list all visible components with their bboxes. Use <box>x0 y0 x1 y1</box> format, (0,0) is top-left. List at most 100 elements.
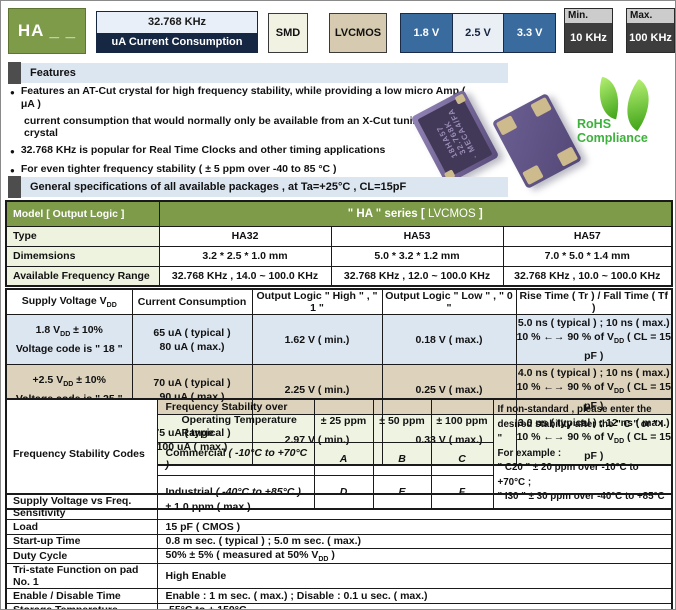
spec-value: High Enable <box>156 563 673 590</box>
spec-value: -55°C to + 150°C <box>156 602 673 609</box>
table-row: Duty Cycle 50% ± 5% ( measured at 50% VD… <box>5 547 673 565</box>
table-row: Commercial ( -10°C to +70°C ) A B C <box>6 441 672 476</box>
max-value: 100 KHz <box>627 23 674 52</box>
leaf-icon <box>592 76 626 120</box>
table-header-row: Supply Voltage VDD Current Consumption O… <box>5 288 673 315</box>
min-frequency-badge: Min. 10 KHz <box>564 8 613 53</box>
feature-bullet-continuation: current consumption that would normally … <box>10 115 480 140</box>
table-row: Start-up Time 0.8 m sec. ( typical ) ; 5… <box>5 533 673 549</box>
row-label-frequency-range: Available Frequency Range <box>5 265 160 287</box>
dimensions-ha57: 7.0 * 5.0 * 1.4 mm <box>502 245 673 267</box>
feature-text: Features an AT-Cut crystal for high freq… <box>20 85 466 110</box>
general-specs-section-header: General specifications of all available … <box>8 176 508 198</box>
freq-range-ha57: 32.768 KHz , 10.0 ~ 100.0 KHz <box>502 265 673 287</box>
table-row: Supply Voltage vs Freq. Sensitivity ± 1.… <box>5 493 673 520</box>
table-row: Type HA32 HA53 HA57 <box>5 225 673 247</box>
row-label-type: Type <box>5 225 160 247</box>
header-rise-fall: Rise Time ( Tr ) / Fall Time ( Tf ) <box>515 288 673 315</box>
voltage-badge-1v8: 1.8 V <box>401 14 453 52</box>
rohs-compliance-label: RoHS Compliance <box>577 117 648 145</box>
spec-label: Load <box>5 519 158 535</box>
spec-value: 0.8 m sec. ( typical ) ; 5.0 m sec. ( ma… <box>156 533 673 549</box>
ppm-50-header: ± 50 ppm <box>372 398 432 443</box>
min-label: Min. <box>565 9 612 23</box>
feature-text: For even tighter frequency stability ( ±… <box>20 163 337 175</box>
solder-pad <box>556 146 579 167</box>
type-ha57: HA57 <box>502 225 673 247</box>
table-row: Load 15 pF ( CMOS ) <box>5 519 673 535</box>
code-b: B <box>372 441 432 476</box>
table-row: Frequency Stability Codes Frequency Stab… <box>5 398 673 509</box>
frequency-label: 32.768 KHz <box>97 12 257 33</box>
spec-label: Enable / Disable Time <box>5 588 158 604</box>
logic-high-cell: 1.62 V ( min.) <box>251 313 383 366</box>
voltage-badge-2v5: 2.5 V <box>452 14 505 52</box>
logic-low-cell: 0.18 V ( max.) <box>381 313 517 366</box>
voltage-badges: 1.8 V 2.5 V 3.3 V <box>400 13 556 53</box>
spec-label: Storage Temperature <box>5 602 158 609</box>
spec-label: Supply Voltage vs Freq. Sensitivity <box>5 493 158 520</box>
table-row: Storage Temperature -55°C to + 150°C <box>5 602 673 609</box>
feature-text: current consumption that would normally … <box>24 114 449 140</box>
bullet-icon: ● <box>10 166 15 175</box>
header-current: Current Consumption <box>131 288 253 315</box>
feature-text: 32.768 KHz is popular for Real Time Cloc… <box>20 144 386 156</box>
feature-bullet: ● For even tighter frequency stability (… <box>10 163 480 178</box>
voltage-cell: 1.8 VDD ± 10% Voltage code is " 18 " <box>5 313 133 366</box>
features-section-header: Features <box>8 62 508 84</box>
stability-codes-label: Frequency Stability Codes <box>5 398 158 509</box>
bullet-icon: ● <box>10 147 15 156</box>
current-consumption-label: uA Current Consumption <box>97 32 257 52</box>
table-row: Enable / Disable Time Enable : 1 m sec. … <box>5 588 673 604</box>
dimensions-ha32: 3.2 * 2.5 * 1.0 mm <box>158 245 332 267</box>
solder-pad <box>522 164 544 186</box>
freq-range-ha32: 32.768 KHz , 14.0 ~ 100.0 KHz <box>158 265 332 287</box>
solder-pad <box>495 115 518 136</box>
code-a: A <box>313 441 374 476</box>
spec-value: ± 1.0 ppm ( max.) <box>156 493 673 520</box>
series-header-cell: " HA " series [ LVCMOS ] <box>158 200 673 227</box>
model-header-cell: Model [ Output Logic ] <box>5 200 160 227</box>
type-ha53: HA53 <box>330 225 504 247</box>
min-value: 10 KHz <box>565 23 612 52</box>
spec-label: Duty Cycle <box>5 547 158 565</box>
header-supply-voltage: Supply Voltage VDD <box>5 288 133 315</box>
table-row: Model [ Output Logic ] " HA " series [ L… <box>5 200 673 227</box>
dimensions-ha53: 5.0 * 3.2 * 1.2 mm <box>330 245 504 267</box>
header-logic-low: Output Logic " Low " , " 0 " <box>381 288 517 315</box>
crystal-package-photo-bottom <box>491 92 583 190</box>
table-row: Dimemsions 3.2 * 2.5 * 1.0 mm 5.0 * 3.2 … <box>5 245 673 267</box>
lvcmos-badge: LVCMOS <box>329 13 387 53</box>
code-c: C <box>430 441 494 476</box>
header-logic-high: Output Logic " High " , " 1 " <box>251 288 383 315</box>
smd-badge: SMD <box>268 13 308 53</box>
rise-fall-cell: 5.0 ns ( typical ) ; 10 ns ( max.) 10 % … <box>515 313 673 366</box>
feature-bullet: ● 32.768 KHz is popular for Real Time Cl… <box>10 144 480 159</box>
table-row: Available Frequency Range 32.768 KHz , 1… <box>5 265 673 287</box>
series-overview-table: Model [ Output Logic ] " HA " series [ L… <box>5 200 673 287</box>
general-spec-table: Supply Voltage vs Freq. Sensitivity ± 1.… <box>5 493 673 609</box>
commercial-range-label: Commercial ( -10°C to +70°C ) <box>156 441 315 476</box>
max-frequency-badge: Max. 100 KHz <box>626 8 675 53</box>
package-marking-text: 18HA57 32.768K · MECA4/FA <box>434 106 480 160</box>
spec-label: Tri-state Function on pad No. 1 <box>5 563 158 590</box>
model-code-badge: HA _ _ <box>8 8 86 54</box>
feature-bullet: ● Features an AT-Cut crystal for high fr… <box>10 85 480 110</box>
table-row: 1.8 VDD ± 10% Voltage code is " 18 " 65 … <box>5 313 673 366</box>
ppm-25-header: ± 25 ppm <box>313 398 374 443</box>
table-row: Tri-state Function on pad No. 1 High Ena… <box>5 563 673 590</box>
freq-range-ha53: 32.768 KHz , 12.0 ~ 100.0 KHz <box>330 265 504 287</box>
ppm-100-header: ± 100 ppm <box>430 398 494 443</box>
frequency-consumption-badge: 32.768 KHz uA Current Consumption <box>96 11 258 53</box>
bullet-icon: ● <box>10 88 15 97</box>
frequency-stability-table: Frequency Stability Codes Frequency Stab… <box>5 398 673 510</box>
row-label-dimensions: Dimemsions <box>5 245 160 267</box>
max-label: Max. <box>627 9 674 23</box>
spec-value: Enable : 1 m sec. ( max.) ; Disable : 0.… <box>156 588 673 604</box>
spec-value: 15 pF ( CMOS ) <box>156 519 673 535</box>
stability-range-header: Frequency Stability over Operating Tempe… <box>156 398 315 443</box>
solder-pad <box>530 96 552 118</box>
type-ha32: HA32 <box>158 225 332 247</box>
current-cell: 65 uA ( typical ) 80 uA ( max.) <box>131 313 253 366</box>
